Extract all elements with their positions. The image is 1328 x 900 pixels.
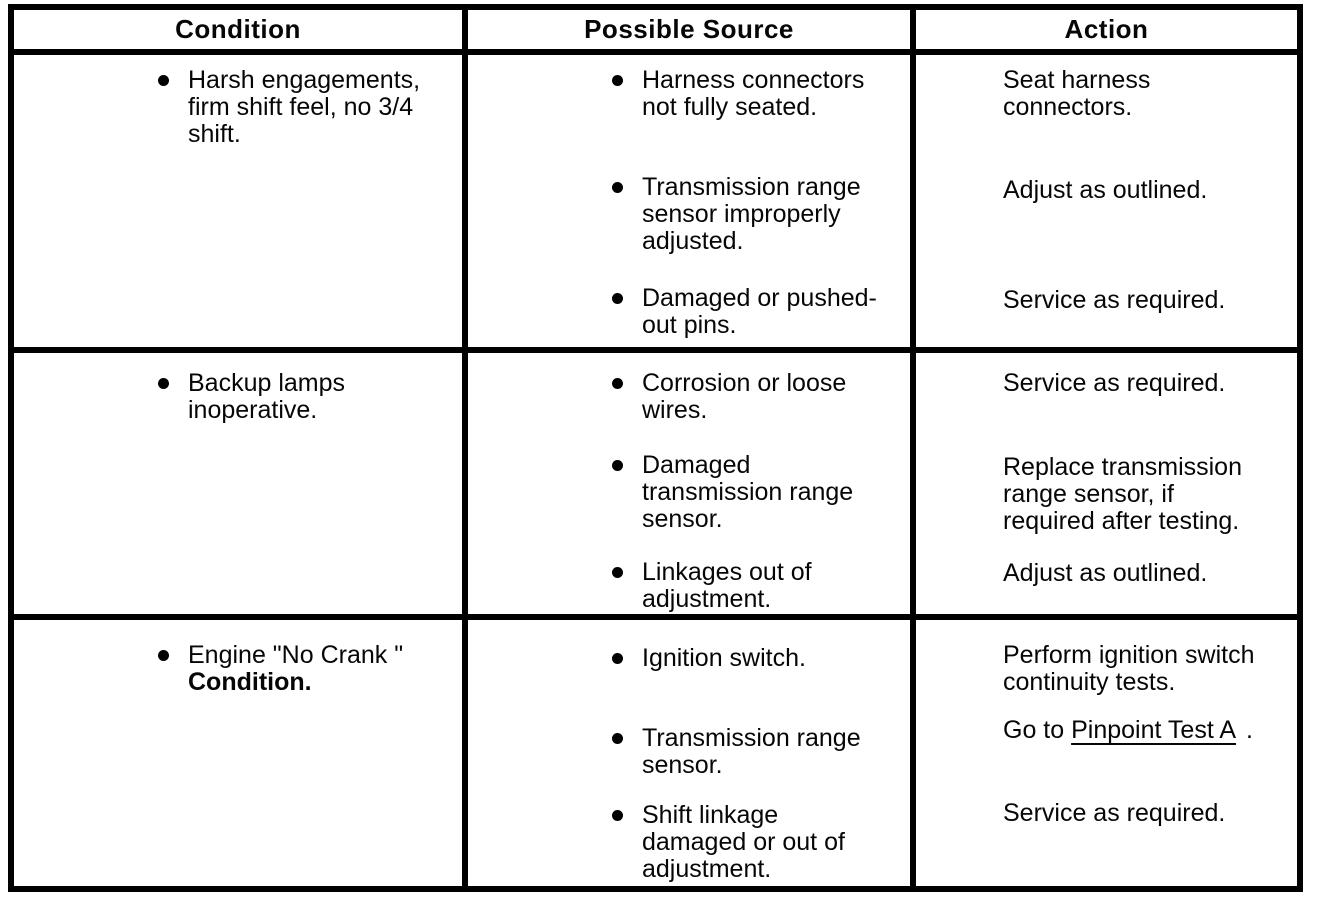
action-text-prefix: Go to bbox=[1003, 716, 1072, 744]
possible-source-cell-row3: Ignition switch. Transmission range sens… bbox=[468, 620, 916, 886]
condition-cell-row1: Harsh engagements, firm shift feel, no 3… bbox=[14, 55, 468, 353]
bullet-icon bbox=[612, 460, 623, 471]
condition-cell-row2: Backup lamps inoperative. bbox=[14, 353, 468, 620]
condition-text-line2: Condition. bbox=[188, 668, 312, 696]
action-cell-row2: Service as required. Replace transmissio… bbox=[916, 353, 1297, 620]
column-header-action-label: Action bbox=[1064, 14, 1149, 44]
action-text: Service as required. bbox=[1003, 286, 1226, 314]
source-text: Shift linkage damaged or out of adjustme… bbox=[642, 801, 845, 883]
source-text: Damaged transmission range sensor. bbox=[642, 451, 854, 533]
action-text: Service as required. bbox=[1003, 369, 1226, 397]
condition-item: Harsh engagements, firm shift feel, no 3… bbox=[158, 67, 456, 148]
bullet-icon bbox=[612, 733, 623, 744]
condition-item: Engine "No Crank " Condition. bbox=[158, 642, 456, 696]
possible-source-cell-row2: Corrosion or loose wires. Damaged transm… bbox=[468, 353, 916, 620]
source-text: Damaged or pushed- out pins. bbox=[642, 284, 877, 339]
source-text: Ignition switch. bbox=[642, 644, 806, 672]
action-text: Replace transmission range sensor, if re… bbox=[1003, 453, 1242, 535]
pinpoint-test-a-link[interactable]: Pinpoint Test A bbox=[1071, 716, 1237, 744]
source-item: Damaged transmission range sensor. bbox=[612, 452, 904, 533]
condition-text: Engine "No Crank " Condition. bbox=[188, 642, 403, 696]
source-item: Corrosion or loose wires. bbox=[612, 370, 904, 424]
source-item: Transmission range sensor improperly adj… bbox=[612, 174, 904, 255]
action-text: Go to Pinpoint Test A. bbox=[1003, 717, 1293, 744]
bullet-icon bbox=[612, 567, 623, 578]
column-header-possible-source: Possible Source bbox=[468, 10, 916, 55]
condition-text-line1: Engine "No Crank " bbox=[188, 641, 404, 669]
action-cell-row3: Perform ignition switch continuity tests… bbox=[916, 620, 1297, 886]
source-item: Harness connectors not fully seated. bbox=[612, 67, 904, 121]
source-text: Corrosion or loose wires. bbox=[642, 369, 847, 424]
source-item: Ignition switch. bbox=[612, 645, 904, 672]
action-text: Adjust as outlined. bbox=[1003, 176, 1208, 204]
condition-text: Backup lamps inoperative. bbox=[188, 369, 346, 424]
condition-text: Harsh engagements, firm shift feel, no 3… bbox=[188, 66, 421, 148]
bullet-icon bbox=[158, 378, 169, 389]
column-header-action: Action bbox=[916, 10, 1297, 55]
column-header-possible-source-label: Possible Source bbox=[584, 14, 794, 44]
bullet-icon bbox=[158, 650, 169, 661]
source-item: Transmission range sensor. bbox=[612, 725, 904, 779]
source-text: Linkages out of adjustment. bbox=[642, 558, 812, 613]
action-cell-row1: Seat harness connectors. Adjust as outli… bbox=[916, 55, 1297, 353]
action-text: Adjust as outlined. bbox=[1003, 559, 1208, 587]
source-item: Damaged or pushed- out pins. bbox=[612, 285, 904, 339]
bullet-icon bbox=[612, 653, 623, 664]
bullet-icon bbox=[612, 810, 623, 821]
column-header-condition-label: Condition bbox=[175, 14, 301, 44]
possible-source-cell-row1: Harness connectors not fully seated. Tra… bbox=[468, 55, 916, 353]
bullet-icon bbox=[612, 293, 623, 304]
source-text: Transmission range sensor. bbox=[642, 724, 861, 779]
troubleshooting-table: Condition Possible Source Action Harsh e… bbox=[8, 4, 1303, 892]
column-header-condition: Condition bbox=[14, 10, 468, 55]
source-text: Transmission range sensor improperly adj… bbox=[642, 173, 861, 255]
bullet-icon bbox=[612, 182, 623, 193]
source-text: Harness connectors not fully seated. bbox=[642, 66, 865, 121]
action-text: Service as required. bbox=[1003, 799, 1226, 827]
condition-item: Backup lamps inoperative. bbox=[158, 370, 456, 424]
condition-cell-row3: Engine "No Crank " Condition. bbox=[14, 620, 468, 886]
action-text: Perform ignition switch continuity tests… bbox=[1003, 641, 1255, 696]
source-item: Linkages out of adjustment. bbox=[612, 559, 904, 613]
bullet-icon bbox=[158, 75, 169, 86]
source-item: Shift linkage damaged or out of adjustme… bbox=[612, 802, 904, 883]
bullet-icon bbox=[612, 378, 623, 389]
action-text: Seat harness connectors. bbox=[1003, 66, 1151, 121]
action-text-suffix: . bbox=[1246, 716, 1253, 744]
bullet-icon bbox=[612, 75, 623, 86]
